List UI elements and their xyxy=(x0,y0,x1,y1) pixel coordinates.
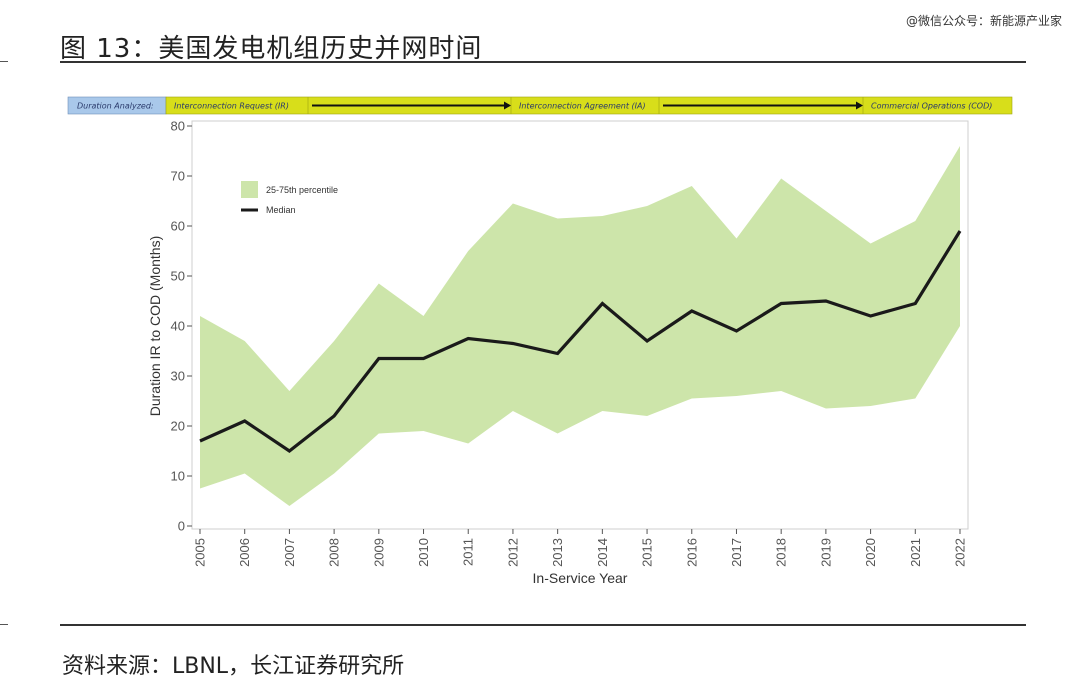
legend: 25-75th percentile Median xyxy=(241,181,338,215)
y-tick-label: 80 xyxy=(171,119,185,134)
x-tick-label: 2017 xyxy=(729,538,744,567)
duration-label: Duration Analyzed: xyxy=(77,102,154,111)
x-tick-label: 2005 xyxy=(193,538,208,567)
source-note: 资料来源：LBNL，长江证券研究所 xyxy=(62,654,405,679)
x-tick-label: 2018 xyxy=(774,538,789,567)
y-tick-label: 30 xyxy=(171,369,185,384)
arrow-head-cod xyxy=(856,101,863,110)
figure-title: 图 13：美国发电机组历史并网时间 xyxy=(60,34,483,64)
step-ia-label: Interconnection Agreement (IA) xyxy=(519,102,646,111)
legend-label-band: 25-75th percentile xyxy=(266,185,338,195)
x-tick-label: 2013 xyxy=(550,538,565,567)
y-tick-label: 10 xyxy=(171,469,185,484)
watermark: @微信公众号：新能源产业家 xyxy=(905,14,1062,28)
percentile-band xyxy=(200,146,960,506)
x-tick-label: 2022 xyxy=(953,538,968,567)
x-tick-label: 2019 xyxy=(818,538,833,567)
x-tick-label: 2012 xyxy=(505,538,520,567)
x-axis-title: In-Service Year xyxy=(533,570,628,586)
x-tick-label: 2008 xyxy=(327,538,342,567)
x-tick-label: 2007 xyxy=(282,538,297,567)
y-axis-title: Duration IR to COD (Months) xyxy=(147,236,163,417)
steps-box xyxy=(165,96,1013,115)
arrow-head-ia xyxy=(504,101,511,110)
x-tick-label: 2016 xyxy=(684,538,699,567)
x-tick-label: 2006 xyxy=(237,538,252,567)
x-tick-label: 2015 xyxy=(640,538,655,567)
margin-tick xyxy=(0,61,8,62)
top-rule xyxy=(60,61,1026,63)
median-line xyxy=(199,230,962,453)
y-tick-label: 60 xyxy=(171,219,185,234)
y-tick-label: 70 xyxy=(171,169,185,184)
x-tick-label: 2021 xyxy=(908,538,923,567)
margin-tick xyxy=(0,624,8,625)
y-tick-label: 20 xyxy=(171,419,185,434)
x-tick-label: 2011 xyxy=(461,538,476,566)
y-tick-label: 0 xyxy=(178,519,185,534)
legend-label-median: Median xyxy=(266,205,296,215)
x-tick-label: 2009 xyxy=(371,538,386,567)
x-tick-label: 2010 xyxy=(416,538,431,567)
legend-swatch-band xyxy=(241,181,258,198)
y-tick-label: 50 xyxy=(171,269,185,284)
step-cod-label: Commercial Operations (COD) xyxy=(871,102,992,111)
x-tick-label: 2014 xyxy=(595,538,610,567)
y-tick-label: 40 xyxy=(171,319,185,334)
x-tick-label: 2020 xyxy=(863,538,878,567)
process-bar: Duration Analyzed: Interconnection Reque… xyxy=(67,96,1013,115)
bottom-rule xyxy=(60,624,1026,626)
step-ir-label: Interconnection Request (IR) xyxy=(174,102,289,111)
